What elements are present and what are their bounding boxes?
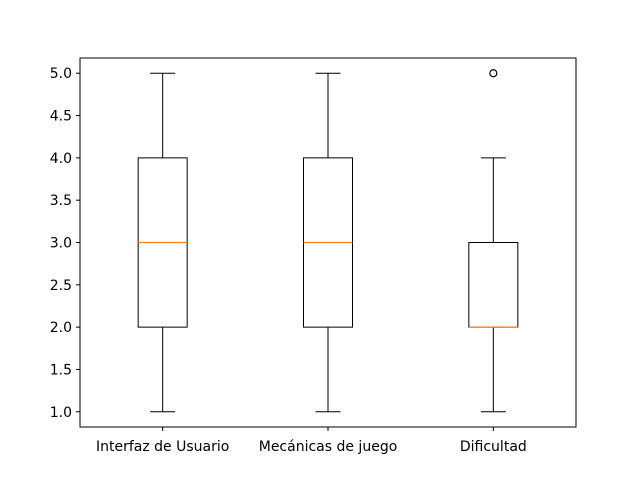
y-tick-label: 2.0 bbox=[50, 320, 72, 336]
y-tick-label: 1.5 bbox=[50, 362, 72, 378]
x-tick-label: Mecánicas de juego bbox=[259, 439, 398, 455]
x-tick-label: Dificultad bbox=[460, 439, 527, 455]
y-tick-label: 2.5 bbox=[50, 278, 72, 294]
y-tick-label: 4.5 bbox=[50, 109, 72, 125]
y-tick-label: 3.0 bbox=[50, 236, 72, 252]
x-tick-label: Interfaz de Usuario bbox=[96, 439, 229, 455]
y-tick-label: 5.0 bbox=[50, 66, 72, 82]
outlier-point bbox=[489, 69, 498, 78]
y-tick-label: 1.0 bbox=[50, 405, 72, 421]
y-tick-label: 3.5 bbox=[50, 193, 72, 209]
y-tick-label: 4.0 bbox=[50, 151, 72, 167]
plot-frame bbox=[79, 57, 577, 428]
